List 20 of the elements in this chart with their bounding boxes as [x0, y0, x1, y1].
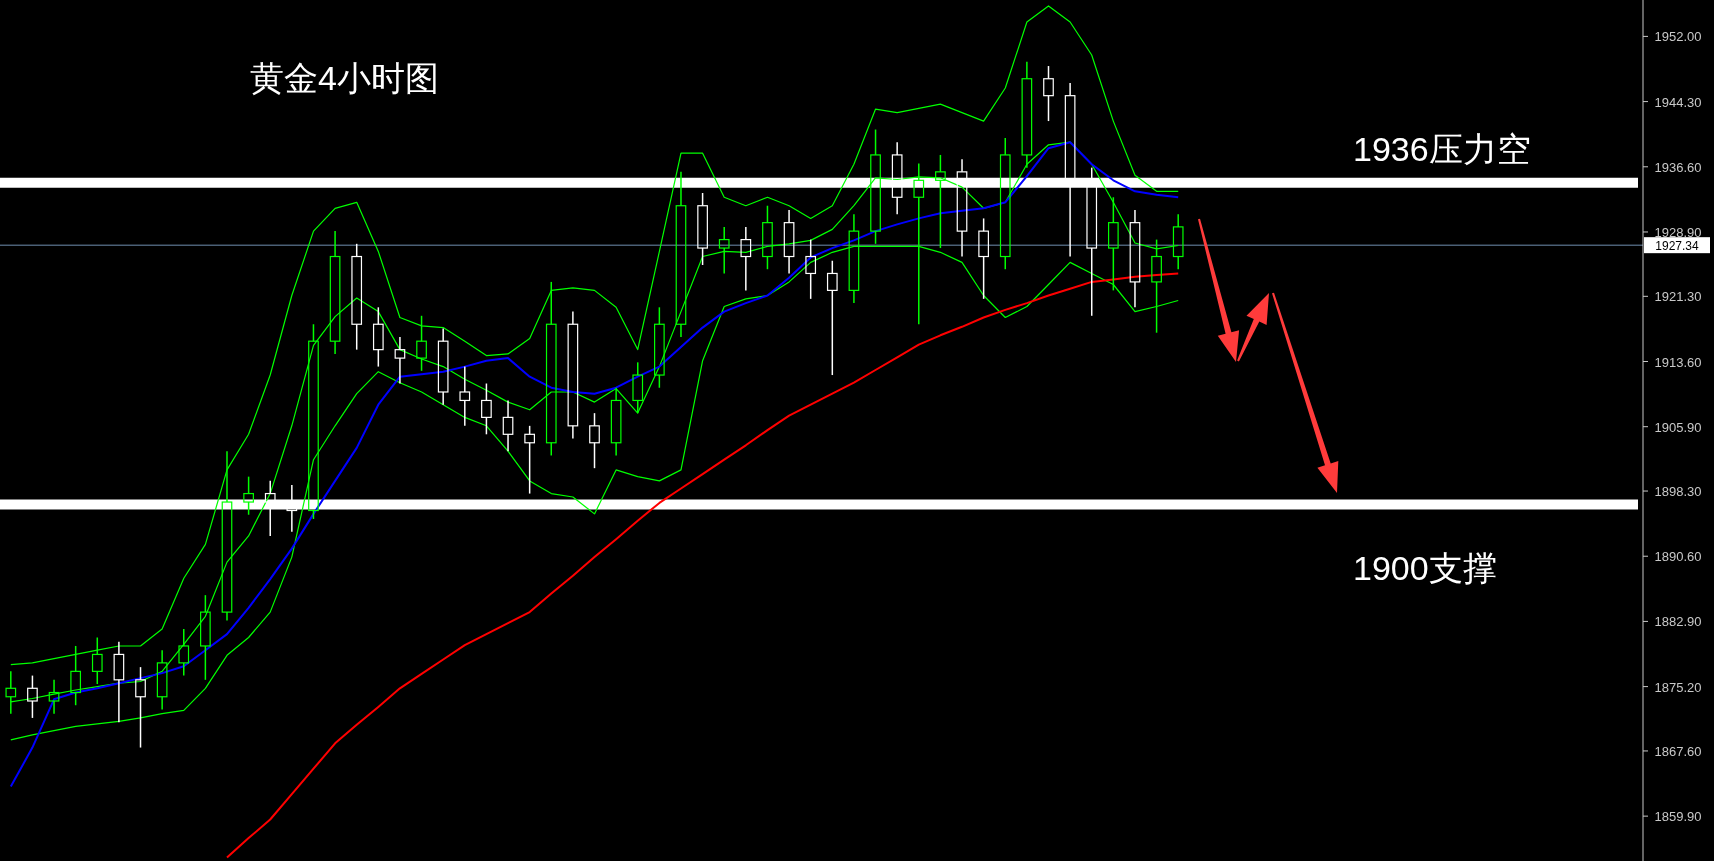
y-tick-label: 1882.90 — [1654, 614, 1702, 630]
line-series — [10, 245, 1179, 741]
y-tick-label: 1898.30 — [1654, 484, 1702, 500]
y-tick-label: 1859.90 — [1654, 809, 1702, 825]
y-tick-label: 1952.00 — [1654, 29, 1702, 45]
y-tick-label: 1875.20 — [1654, 679, 1702, 695]
line-series — [226, 272, 1180, 859]
y-tick-label: 1913.60 — [1654, 354, 1702, 370]
ref-line-label: 1900支撑 — [1353, 548, 1497, 587]
ref-line-label: 1936压力空 — [1353, 129, 1531, 168]
y-tick-label: 1905.90 — [1654, 419, 1702, 435]
line-series — [10, 5, 1179, 666]
ref-line-label: 1927.34 — [1655, 239, 1700, 254]
y-tick-label: 1936.60 — [1654, 159, 1702, 175]
y-tick-label: 1867.60 — [1654, 743, 1702, 759]
y-tick-label: 1890.60 — [1654, 549, 1702, 565]
y-tick-label: 1944.30 — [1654, 94, 1702, 110]
text: 黄金4小时图 — [250, 59, 439, 97]
y-tick-label: 1921.30 — [1654, 289, 1702, 305]
y-tick-label: 1928.90 — [1654, 224, 1702, 240]
